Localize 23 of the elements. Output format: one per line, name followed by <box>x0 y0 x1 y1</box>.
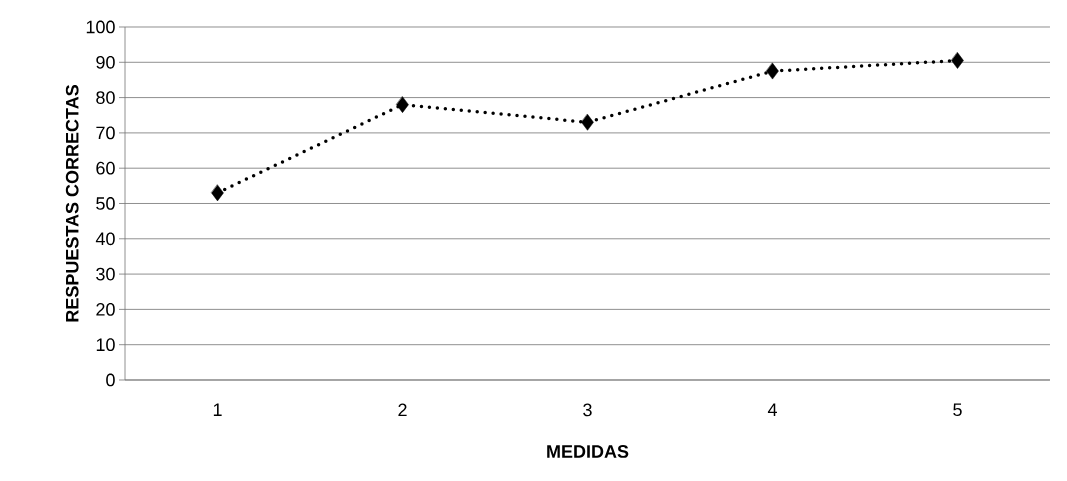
y-tick-label: 20 <box>96 303 115 316</box>
x-tick-label: 2 <box>398 403 407 417</box>
y-tick-label: 90 <box>96 55 115 69</box>
y-tick-label: 60 <box>96 161 115 175</box>
x-axis-title: MEDIDAS <box>547 445 629 458</box>
y-tick-label: 30 <box>96 267 115 281</box>
y-axis-title: RESPUESTAS CORRECTAS <box>65 85 79 322</box>
point <box>766 62 779 80</box>
y-tick-label: 80 <box>96 91 115 104</box>
point <box>581 114 594 131</box>
y-tick-label: 0 <box>106 373 115 387</box>
point <box>951 52 964 69</box>
y-tick-label: 100 <box>86 20 115 34</box>
x-tick-label: 3 <box>583 403 592 417</box>
y-tick-label: 10 <box>96 338 115 352</box>
y-tick-label: 50 <box>96 197 115 210</box>
point <box>396 96 409 113</box>
y-tick-label: 70 <box>96 126 115 140</box>
x-tick-label: 4 <box>767 403 777 416</box>
y-tick-label: 40 <box>95 232 115 246</box>
x-tick-label: 1 <box>213 403 222 416</box>
point <box>211 184 224 202</box>
x-tick-label: 5 <box>953 403 962 417</box>
